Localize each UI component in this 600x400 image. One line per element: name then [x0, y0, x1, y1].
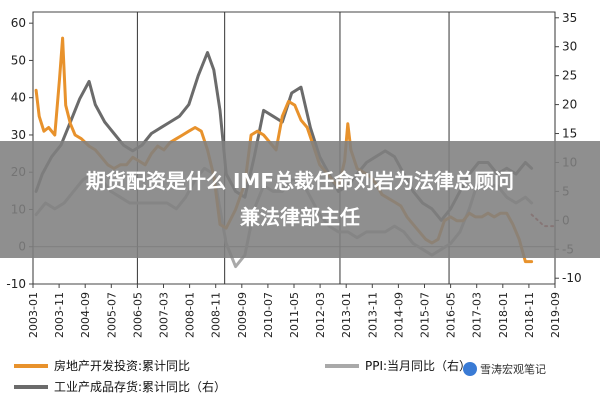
x-tick-label: 2008-11	[210, 292, 223, 338]
y-right-tick-label: 15	[562, 127, 577, 141]
chart-legend: 房地产开发投资:累计同比 PPI:当月同比（右） 工业产成品存货:累计同比（右）	[14, 358, 471, 394]
y-left-tick-label: 50	[11, 53, 26, 67]
x-tick-label: 2011-05	[288, 292, 301, 338]
x-tick-label: 2005-07	[105, 292, 118, 338]
x-tick-label: 2016-05	[445, 292, 458, 338]
x-tick-label: 2013-11	[366, 292, 379, 338]
legend-label-1: PPI:当月同比（右）	[365, 358, 471, 373]
x-tick-label: 2017-03	[471, 292, 484, 338]
overlay-title-line1: 期货配资是什么 IMF总裁任命刘岩为法律总顾问	[86, 169, 514, 193]
y-right-tick-label: 25	[562, 69, 577, 83]
watermark-text: 雪涛宏观笔记	[480, 362, 546, 376]
y-left-tick-label: 60	[11, 16, 26, 30]
x-tick-label: 2013-01	[340, 292, 353, 338]
x-tick-label: 2019-09	[549, 292, 562, 338]
x-tick-label: 2018-11	[523, 292, 536, 338]
y-left-tick-label: 30	[11, 128, 26, 142]
y-right-tick-label: -10	[562, 271, 582, 285]
x-tick-label: 2018-01	[497, 292, 510, 338]
x-tick-label: 2006-05	[131, 292, 144, 338]
x-tick-label: 2009-09	[236, 292, 249, 338]
x-tick-label: 2015-07	[419, 292, 432, 338]
legend-label-0: 房地产开发投资:累计同比	[54, 358, 190, 373]
y-right-tick-label: 20	[562, 98, 577, 112]
x-tick-label: 2014-09	[392, 292, 405, 338]
x-tick-label: 2012-03	[314, 292, 327, 338]
watermark: 雪涛宏观笔记	[463, 362, 546, 376]
x-tick-label: 2007-03	[158, 292, 171, 338]
x-tick-label: 2003-11	[53, 292, 66, 338]
overlay-band	[0, 141, 600, 258]
legend-label-2: 工业产成品存货:累计同比（右）	[54, 379, 226, 394]
x-tick-label: 2010-07	[262, 292, 275, 338]
y-left-tick-label: 40	[11, 91, 26, 105]
overlay-title-line2: 兼法律部主任	[240, 205, 360, 229]
y-left-tick-label: -10	[6, 277, 26, 291]
x-tick-label: 2008-01	[184, 292, 197, 338]
y-right-tick-label: 35	[562, 11, 577, 25]
x-tick-label: 2003-01	[27, 292, 40, 338]
x-tick-label: 2004-09	[79, 292, 92, 338]
y-right-tick-label: 30	[562, 40, 577, 54]
watermark-logo-icon	[463, 362, 477, 376]
